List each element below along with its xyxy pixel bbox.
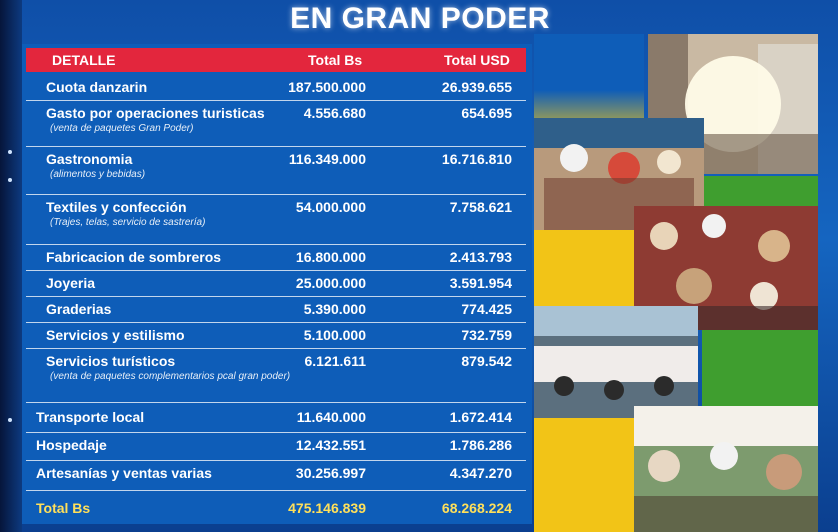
table-row: Servicios turísticos (venta de paquetes c…: [26, 350, 526, 403]
color-tile: [702, 330, 818, 406]
table-row: Transporte local 11.640.000 1.672.414: [26, 406, 526, 433]
table-row: Hospedaje 12.432.551 1.786.286: [26, 434, 526, 461]
row-sublabel: (alimentos y bebidas): [50, 169, 146, 180]
row-label: Cuota danzarin: [46, 79, 148, 95]
bullet-dot: [8, 418, 12, 422]
row-bs-value: 54.000.000: [295, 199, 366, 215]
row-label: Gasto por operaciones turisticas: [46, 105, 265, 121]
row-usd-value: 879.542: [461, 353, 512, 369]
row-label: Servicios turísticos: [46, 353, 176, 369]
table-row: Gasto por operaciones turisticas (venta d…: [26, 102, 526, 147]
row-usd-value: 16.716.810: [441, 151, 512, 167]
row-usd-value: 732.759: [461, 327, 512, 343]
row-usd-value: 7.758.621: [449, 199, 512, 215]
economic-impact-table: DETALLE Total Bs Total USD Cuota danzari…: [22, 44, 532, 524]
row-bs-value: 187.500.000: [288, 79, 366, 95]
screen-left-border: [0, 0, 22, 532]
row-bs-value: 30.256.997: [295, 465, 366, 481]
row-label: Hospedaje: [36, 437, 107, 453]
table-row: Graderias 5.390.000 774.425: [26, 298, 526, 323]
table-header: DETALLE Total Bs Total USD: [26, 48, 526, 72]
row-bs-value: 116.349.000: [288, 151, 366, 167]
festival-photo: [534, 306, 698, 418]
header-total-usd: Total USD: [444, 52, 510, 68]
photo-collage: [534, 34, 838, 532]
total-usd-value: 68.268.224: [441, 500, 512, 516]
row-usd-value: 3.591.954: [449, 275, 512, 291]
row-label: Transporte local: [36, 409, 145, 425]
row-label: Gastronomia: [46, 151, 133, 167]
row-bs-value: 11.640.000: [296, 409, 366, 425]
row-usd-value: 2.413.793: [449, 249, 512, 265]
row-usd-value: 4.347.270: [449, 465, 512, 481]
table-total-row: Total Bs 475.146.839 68.268.224: [26, 496, 526, 520]
slide-title: EN GRAN PODER: [290, 2, 550, 35]
row-label: Artesanías y ventas varias: [36, 465, 212, 481]
total-label: Total Bs: [36, 500, 91, 516]
row-label: Fabricacion de sombreros: [46, 249, 222, 265]
table-row: Gastronomia (alimentos y bebidas) 116.349.…: [26, 148, 526, 195]
row-bs-value: 12.432.551: [295, 437, 366, 453]
row-bs-value: 4.556.680: [303, 105, 366, 121]
table-row: Artesanías y ventas varias 30.256.997 4.34…: [26, 462, 526, 491]
header-total-bs: Total Bs: [308, 52, 363, 68]
row-label: Textiles y confección: [46, 199, 187, 215]
row-usd-value: 1.786.286: [449, 437, 512, 453]
row-bs-value: 16.800.000: [295, 249, 366, 265]
row-bs-value: 5.100.000: [303, 327, 366, 343]
festival-photo: [634, 406, 818, 532]
color-tile: [534, 418, 634, 532]
row-label: Joyeria: [46, 275, 96, 291]
row-label: Graderias: [46, 301, 112, 317]
row-label: Servicios y estilismo: [46, 327, 185, 343]
bullet-dot: [8, 178, 12, 182]
table-row: Cuota danzarin 187.500.000 26.939.655: [26, 76, 526, 101]
table-row: Servicios y estilismo 5.100.000 732.759: [26, 324, 526, 349]
row-sublabel: (venta de paquetes complementarios pcal …: [50, 371, 291, 382]
bullet-dot: [8, 150, 12, 154]
row-usd-value: 774.425: [461, 301, 512, 317]
row-bs-value: 25.000.000: [295, 275, 366, 291]
table-row: Joyeria 25.000.000 3.591.954: [26, 272, 526, 297]
table-row: Textiles y confección (Trajes, telas, ser…: [26, 196, 526, 245]
total-bs-value: 475.146.839: [288, 500, 366, 516]
row-sublabel: (venta de paquetes Gran Poder): [50, 123, 194, 134]
row-usd-value: 26.939.655: [441, 79, 512, 95]
color-tile: [534, 230, 634, 306]
header-detalle: DETALLE: [52, 52, 116, 68]
row-bs-value: 6.121.611: [304, 353, 366, 369]
row-usd-value: 1.672.414: [449, 409, 512, 425]
row-usd-value: 654.695: [461, 105, 512, 121]
table-row: Fabricacion de sombreros 16.800.000 2.413.…: [26, 246, 526, 271]
row-sublabel: (Trajes, telas, servicio de sastrería): [50, 217, 206, 228]
row-bs-value: 5.390.000: [303, 301, 366, 317]
